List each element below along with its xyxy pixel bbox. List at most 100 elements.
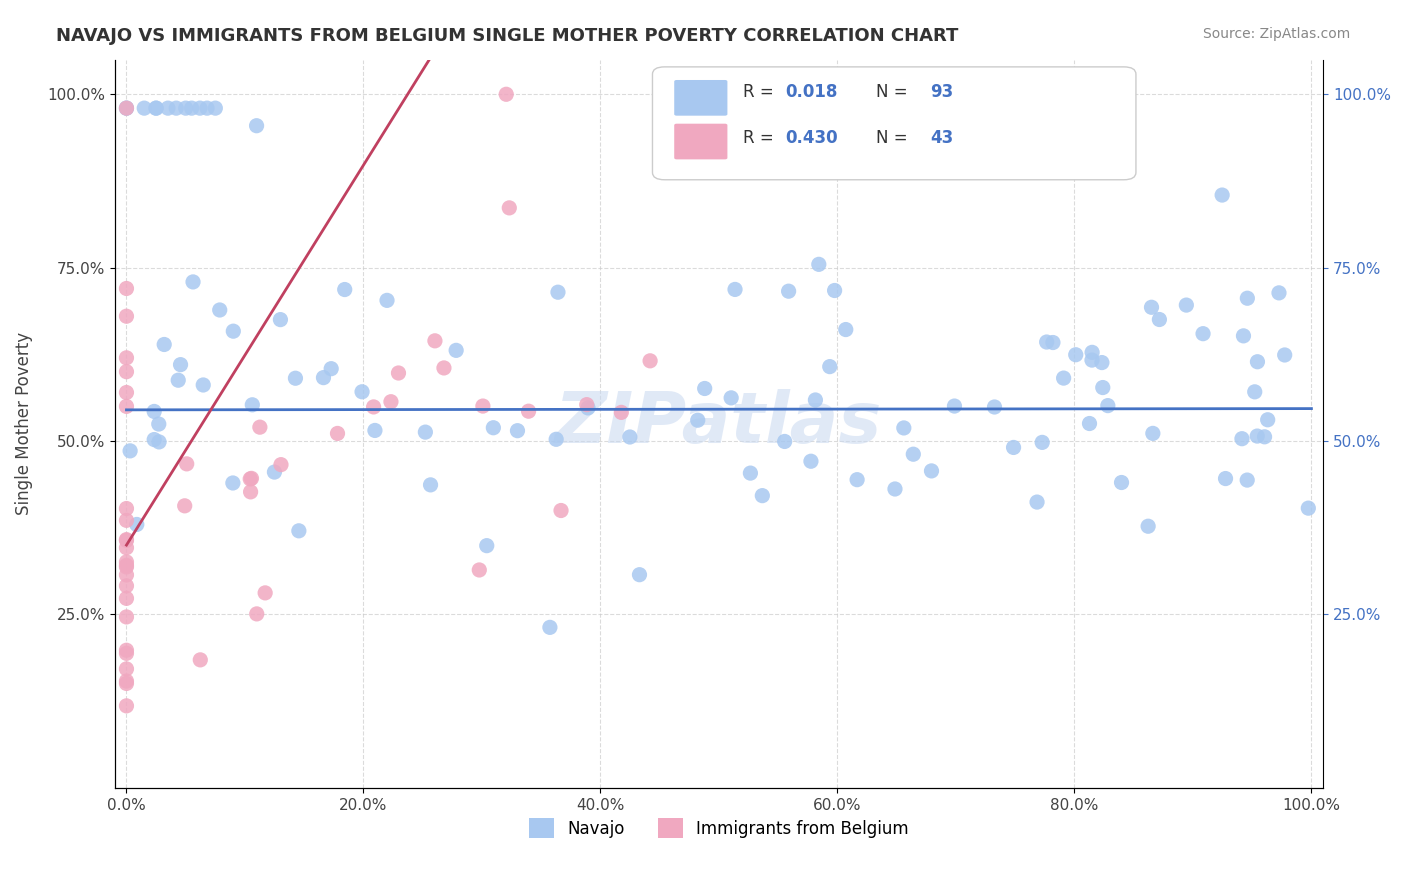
Immigrants from Belgium bbox=[176, 457, 198, 471]
Navajo bbox=[1149, 312, 1171, 326]
Navajo bbox=[364, 424, 387, 438]
Navajo bbox=[1243, 384, 1265, 399]
Navajo bbox=[269, 312, 291, 326]
Navajo bbox=[1211, 188, 1233, 202]
Navajo bbox=[333, 283, 356, 297]
Navajo bbox=[807, 257, 830, 271]
Navajo bbox=[1236, 291, 1258, 305]
Point bbox=[134, 101, 156, 115]
FancyBboxPatch shape bbox=[652, 67, 1136, 180]
Navajo bbox=[240, 398, 263, 412]
Navajo bbox=[167, 373, 190, 387]
Navajo bbox=[263, 465, 285, 479]
Navajo bbox=[352, 384, 374, 399]
Immigrants from Belgium bbox=[249, 420, 271, 434]
Navajo bbox=[419, 478, 441, 492]
Navajo bbox=[720, 391, 742, 405]
Immigrants from Belgium bbox=[239, 472, 262, 486]
Navajo bbox=[943, 399, 966, 413]
Immigrants from Belgium bbox=[115, 558, 138, 573]
Immigrants from Belgium bbox=[433, 360, 456, 375]
Navajo bbox=[169, 358, 191, 372]
Immigrants from Belgium bbox=[115, 501, 138, 516]
Immigrants from Belgium bbox=[115, 674, 138, 689]
Navajo bbox=[312, 370, 335, 384]
Navajo bbox=[1042, 335, 1064, 350]
Navajo bbox=[245, 119, 267, 133]
Point bbox=[115, 400, 138, 414]
Point bbox=[145, 101, 167, 115]
Immigrants from Belgium bbox=[115, 541, 138, 555]
Navajo bbox=[983, 400, 1005, 414]
Navajo bbox=[208, 303, 231, 318]
Point bbox=[195, 101, 218, 115]
Navajo bbox=[773, 434, 796, 449]
Point bbox=[156, 101, 179, 115]
Navajo bbox=[740, 466, 762, 480]
Navajo bbox=[824, 284, 846, 298]
Navajo bbox=[546, 432, 568, 446]
Immigrants from Belgium bbox=[471, 399, 494, 413]
Navajo bbox=[1091, 380, 1114, 394]
Navajo bbox=[475, 539, 498, 553]
Navajo bbox=[778, 284, 800, 298]
Navajo bbox=[538, 620, 561, 634]
Navajo bbox=[619, 430, 641, 444]
Navajo bbox=[1142, 426, 1164, 441]
Navajo bbox=[193, 378, 215, 392]
Legend: Navajo, Immigrants from Belgium: Navajo, Immigrants from Belgium bbox=[522, 812, 915, 845]
Immigrants from Belgium bbox=[115, 610, 138, 624]
Point bbox=[180, 101, 202, 115]
Text: Source: ZipAtlas.com: Source: ZipAtlas.com bbox=[1202, 27, 1350, 41]
Y-axis label: Single Mother Poverty: Single Mother Poverty bbox=[15, 332, 32, 516]
Point bbox=[115, 310, 138, 324]
Text: NAVAJO VS IMMIGRANTS FROM BELGIUM SINGLE MOTHER POVERTY CORRELATION CHART: NAVAJO VS IMMIGRANTS FROM BELGIUM SINGLE… bbox=[56, 27, 959, 45]
Navajo bbox=[1140, 300, 1163, 314]
Immigrants from Belgium bbox=[380, 394, 402, 409]
Immigrants from Belgium bbox=[173, 499, 195, 513]
Navajo bbox=[506, 424, 529, 438]
Immigrants from Belgium bbox=[239, 484, 262, 499]
Navajo bbox=[628, 567, 651, 582]
Navajo bbox=[1064, 348, 1087, 362]
Navajo bbox=[1078, 417, 1101, 431]
Navajo bbox=[686, 413, 709, 427]
Navajo bbox=[818, 359, 841, 374]
Navajo bbox=[1035, 334, 1057, 349]
Immigrants from Belgium bbox=[517, 404, 540, 418]
Immigrants from Belgium bbox=[240, 471, 263, 485]
Navajo bbox=[1091, 355, 1114, 369]
Navajo bbox=[222, 324, 245, 338]
Navajo bbox=[1274, 348, 1296, 362]
Immigrants from Belgium bbox=[115, 560, 138, 574]
Navajo bbox=[1097, 399, 1119, 413]
Text: 0.430: 0.430 bbox=[786, 129, 838, 147]
Navajo bbox=[576, 401, 599, 415]
Text: R =: R = bbox=[744, 83, 779, 102]
Navajo bbox=[884, 482, 907, 496]
Immigrants from Belgium bbox=[495, 87, 517, 102]
Immigrants from Belgium bbox=[575, 398, 598, 412]
Immigrants from Belgium bbox=[115, 568, 138, 582]
Navajo bbox=[288, 524, 311, 538]
Navajo bbox=[1257, 413, 1279, 427]
Navajo bbox=[143, 433, 166, 447]
Navajo bbox=[835, 322, 858, 336]
Navajo bbox=[143, 404, 166, 418]
Immigrants from Belgium bbox=[188, 653, 211, 667]
Immigrants from Belgium bbox=[115, 513, 138, 527]
Navajo bbox=[804, 392, 827, 407]
Immigrants from Belgium bbox=[610, 405, 633, 419]
Navajo bbox=[751, 489, 773, 503]
Immigrants from Belgium bbox=[115, 698, 138, 713]
Navajo bbox=[547, 285, 569, 300]
Navajo bbox=[1246, 355, 1268, 369]
Immigrants from Belgium bbox=[363, 400, 385, 414]
Navajo bbox=[181, 275, 204, 289]
Text: 0.018: 0.018 bbox=[786, 83, 838, 102]
Immigrants from Belgium bbox=[246, 607, 269, 621]
Navajo bbox=[444, 343, 467, 358]
Navajo bbox=[125, 517, 148, 532]
Text: ZIPatlas: ZIPatlas bbox=[555, 389, 883, 458]
Point bbox=[115, 385, 138, 400]
